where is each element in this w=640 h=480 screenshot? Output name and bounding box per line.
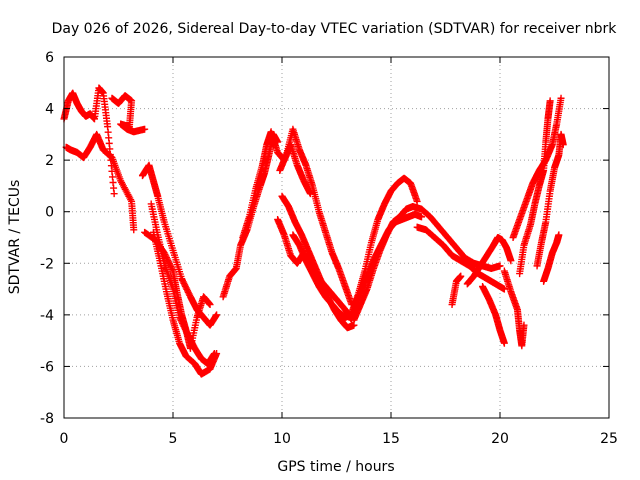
- x-tick-label: 0: [60, 431, 69, 447]
- x-axis-label: GPS time / hours: [277, 459, 394, 475]
- y-tick-labels: -8 -6 -4 -2 0 2 4 6: [40, 50, 54, 427]
- x-tick-labels: 0 5 10 15 20 25: [60, 431, 618, 447]
- series-track-t: [479, 282, 508, 347]
- y-tick-label: -6: [40, 359, 54, 375]
- y-tick-label: -2: [40, 256, 54, 272]
- series-track-v: [509, 94, 565, 241]
- series-track-j: [276, 125, 356, 309]
- y-tick-label: 6: [45, 50, 54, 66]
- series-track-u: [500, 267, 528, 350]
- series-track-x: [533, 130, 567, 270]
- x-tick-label: 15: [382, 431, 400, 447]
- data-point: [130, 226, 138, 234]
- data-point: [413, 197, 421, 205]
- series-track-m: [274, 215, 356, 324]
- data-point: [213, 350, 221, 358]
- data-point: [520, 321, 528, 329]
- series-track-n: [348, 174, 421, 316]
- y-tick-label: 0: [45, 205, 54, 221]
- x-tick-label: 10: [273, 431, 291, 447]
- series-track-a: [60, 84, 118, 198]
- series-track-p: [350, 203, 417, 324]
- data-point: [213, 311, 221, 319]
- series-track-w: [516, 97, 554, 278]
- data-point: [306, 190, 314, 198]
- y-tick-label: -8: [40, 411, 54, 427]
- data-point: [110, 190, 118, 198]
- x-tick-label: 20: [491, 431, 509, 447]
- data-point: [500, 285, 508, 293]
- data-points: [60, 84, 567, 378]
- x-tick-label: 25: [600, 431, 618, 447]
- data-point: [555, 231, 563, 239]
- x-tick-label: 5: [169, 431, 178, 447]
- y-tick-label: 2: [45, 153, 54, 169]
- data-point: [507, 257, 515, 265]
- data-point: [168, 266, 176, 274]
- series-track-r: [413, 223, 508, 293]
- series-track-z: [448, 272, 465, 309]
- data-point: [546, 97, 554, 105]
- y-tick-label: 4: [45, 102, 54, 118]
- data-point: [206, 301, 214, 309]
- axis-ticks: [63, 56, 610, 419]
- series-track-g: [141, 228, 214, 352]
- data-point: [418, 213, 426, 221]
- data-point: [141, 125, 149, 133]
- y-tick-label: -4: [40, 308, 54, 324]
- series-track-c: [108, 92, 149, 136]
- data-point: [457, 272, 465, 280]
- series-track-s: [463, 234, 515, 288]
- plot-frame: [63, 56, 610, 419]
- data-point: [496, 262, 504, 270]
- data-point: [557, 94, 565, 102]
- series-track-b: [62, 130, 138, 234]
- data-point: [559, 141, 567, 149]
- y-axis-label: SDTVAR / TECUs: [7, 180, 23, 295]
- data-point: [500, 339, 508, 347]
- chart-title: Day 026 of 2026, Sidereal Day-to-day VTE…: [52, 21, 618, 37]
- series-track-y: [540, 231, 563, 285]
